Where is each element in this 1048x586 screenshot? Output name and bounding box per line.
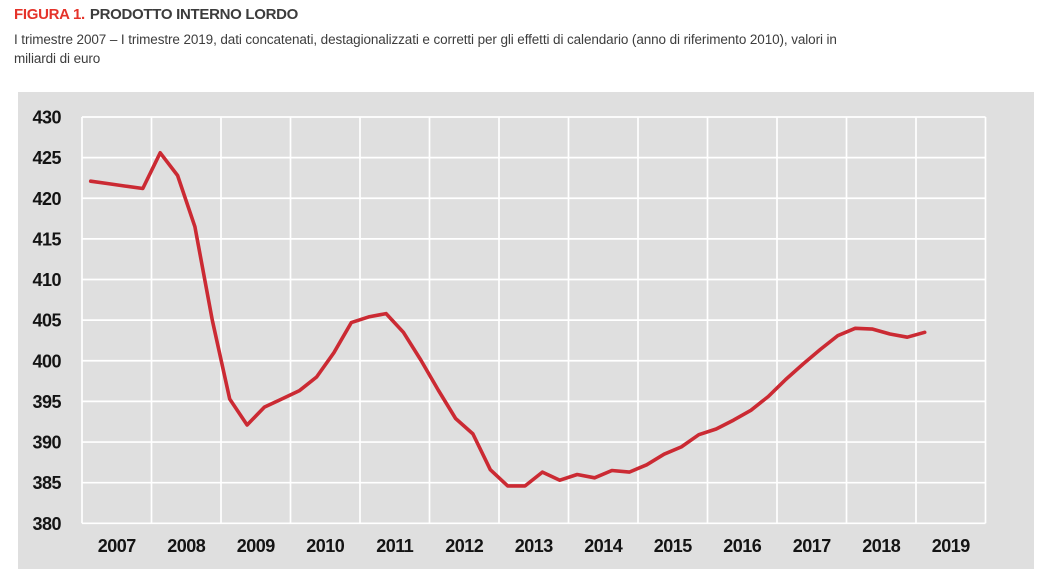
figure-title: PRODOTTO INTERNO LORDO [89, 6, 299, 23]
x-axis-year-label: 2017 [793, 536, 832, 556]
figure-label: FIGURA 1. [14, 6, 85, 23]
y-axis-tick-label: 405 [32, 311, 61, 331]
x-axis-year-label: 2009 [237, 536, 276, 556]
x-axis-year-label: 2016 [723, 536, 762, 556]
y-axis-tick-label: 385 [32, 473, 61, 493]
x-axis-year-label: 2007 [98, 536, 137, 556]
x-axis-year-label: 2010 [306, 536, 345, 556]
figure-header: FIGURA 1. PRODOTTO INTERNO LORDO I trimes… [14, 6, 1034, 68]
y-axis-tick-label: 380 [32, 514, 61, 534]
x-axis-year-label: 2014 [584, 536, 623, 556]
figure-title-line: FIGURA 1. PRODOTTO INTERNO LORDO [14, 6, 1034, 24]
y-axis-tick-label: 415 [32, 229, 61, 249]
gdp-line-chart: 430 425 420 415 410 405 400 395 390 385 380 2007 200… [32, 108, 987, 556]
x-axis-year-label: 2008 [167, 536, 206, 556]
x-axis-year-label: 2012 [445, 536, 484, 556]
figure-subtitle-line1: I trimestre 2007 – I trimestre 2019, dat… [14, 32, 837, 47]
figure-subtitle-line2: miliardi di euro [14, 51, 101, 66]
y-axis-tick-label: 425 [32, 148, 61, 168]
y-axis-tick-label: 430 [32, 108, 61, 128]
gdp-line-series [88, 150, 927, 488]
y-axis-tick-label: 395 [32, 392, 61, 412]
y-axis-tick-label: 410 [32, 270, 61, 290]
y-axis-tick-label: 420 [32, 189, 61, 209]
x-axis-year-label: 2015 [654, 536, 693, 556]
x-axis-year-label: 2018 [862, 536, 901, 556]
x-axis-year-label: 2013 [515, 536, 554, 556]
x-axis-year-label: 2011 [376, 536, 414, 556]
chart-area: 430 425 420 415 410 405 400 395 390 385 380 2007 200… [18, 92, 1034, 569]
x-axis-year-label: 2019 [932, 536, 971, 556]
y-axis-tick-label: 390 [32, 433, 61, 453]
y-axis-tick-label: 400 [32, 351, 61, 371]
